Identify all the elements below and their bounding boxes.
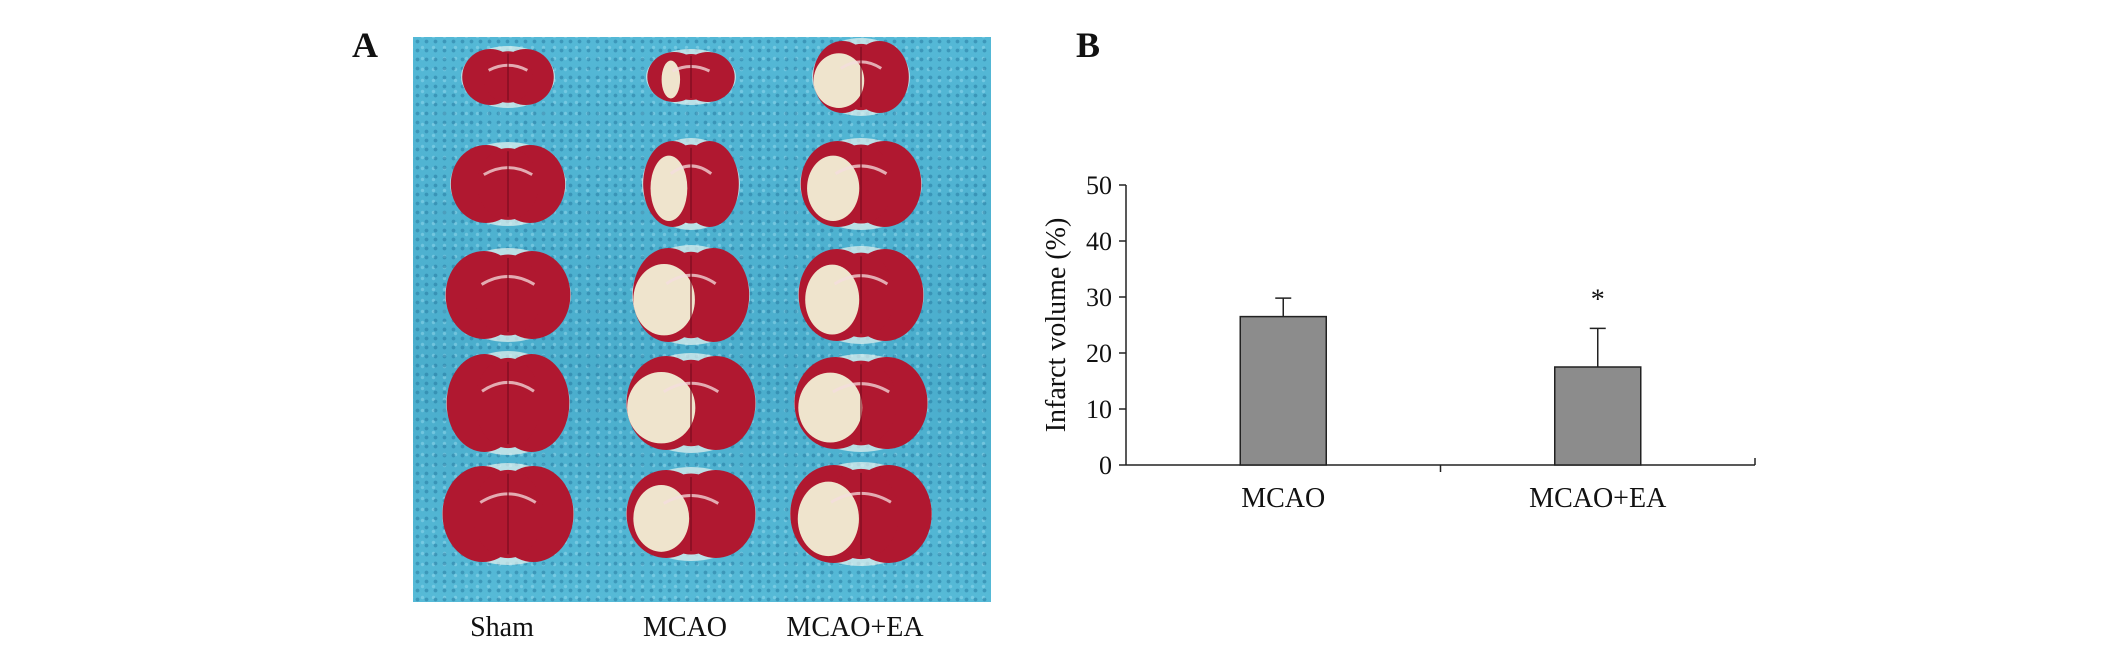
slice-infarct [813, 53, 865, 108]
x-tick-label: MCAO+EA [1529, 483, 1667, 514]
y-tick-label: 50 [1086, 171, 1112, 200]
y-tick-label: 0 [1099, 451, 1112, 480]
slice-infarct [807, 155, 860, 221]
x-tick-label: MCAO [1241, 483, 1325, 514]
y-axis-label: Infarct volume (%) [1041, 218, 1072, 433]
brain-slice [446, 351, 570, 455]
group-label-sham: Sham [470, 612, 534, 643]
slice-infarct [627, 371, 696, 444]
significance-marker: * [1591, 284, 1605, 315]
brain-slice [646, 49, 736, 105]
panel-b-label: B [1076, 25, 1101, 65]
bar [1239, 315, 1327, 466]
brain-slices-photo [413, 37, 991, 602]
slice-infarct [650, 155, 688, 221]
brain-slice [626, 353, 756, 453]
slice-infarct [805, 264, 860, 335]
brain-slice [461, 46, 555, 108]
slice-infarct [797, 481, 859, 557]
infarct-volume-bar-chart: 0 10 20 30 40 50 Infarct volume (%) MCAO MCAO+EA… [1041, 171, 1756, 514]
group-label-mcao-ea: MCAO+EA [786, 612, 924, 643]
brain-slice [445, 248, 571, 342]
brain-slice [626, 467, 756, 561]
group-label-mcao: MCAO [642, 612, 728, 643]
brain-slice [632, 245, 750, 345]
brain-slice [790, 462, 932, 566]
bar [1554, 366, 1642, 466]
brain-slice [800, 138, 922, 230]
brain-slices-drawing [442, 38, 932, 566]
slice-infarct [661, 60, 681, 99]
slice-infarct [798, 372, 863, 443]
brain-slice [450, 142, 566, 226]
slice-infarct [633, 484, 690, 552]
y-tick-label: 10 [1086, 395, 1112, 424]
y-tick-label: 30 [1086, 283, 1112, 312]
brain-slice [642, 138, 740, 230]
brain-slice [794, 354, 928, 452]
slice-infarct [633, 263, 695, 336]
y-tick-label: 20 [1086, 339, 1112, 368]
brain-slice [442, 463, 574, 565]
panel-a-label: A [352, 25, 378, 65]
brain-slice [798, 246, 924, 344]
y-tick-label: 40 [1086, 227, 1112, 256]
brain-slice [812, 38, 910, 116]
